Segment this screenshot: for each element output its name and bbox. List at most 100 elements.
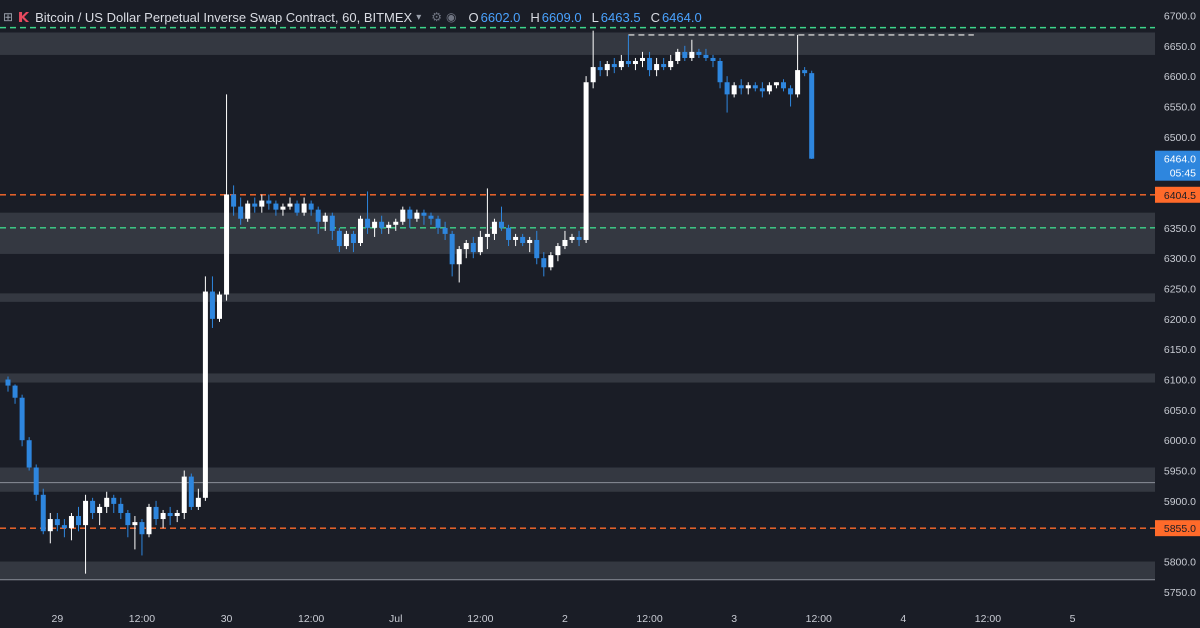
candle-body[interactable]	[604, 64, 610, 71]
candle-body[interactable]	[287, 203, 293, 207]
candle-body[interactable]	[520, 236, 526, 244]
candle-body[interactable]	[724, 82, 730, 95]
candle-body[interactable]	[245, 203, 251, 219]
candle-body[interactable]	[97, 506, 103, 513]
candle-body[interactable]	[386, 224, 392, 228]
candle-body[interactable]	[781, 82, 786, 89]
candle-body[interactable]	[625, 61, 631, 65]
candle-body[interactable]	[484, 233, 490, 237]
candle-body[interactable]	[696, 51, 702, 55]
candle-body[interactable]	[710, 57, 716, 62]
candle-body[interactable]	[407, 209, 413, 219]
candle-body[interactable]	[640, 57, 645, 62]
candle-body[interactable]	[111, 497, 117, 504]
candle-body[interactable]	[26, 440, 32, 468]
candle-body[interactable]	[202, 291, 208, 498]
candle-body[interactable]	[506, 227, 512, 240]
candle-body[interactable]	[252, 203, 258, 207]
chart-title[interactable]: Bitcoin / US Dollar Perpetual Inverse Sw…	[35, 9, 413, 25]
candle-body[interactable]	[301, 203, 307, 213]
candle-body[interactable]	[421, 212, 427, 216]
candle-body[interactable]	[54, 519, 60, 526]
support-resistance-zone[interactable]	[0, 32, 1155, 55]
support-resistance-zone[interactable]	[0, 561, 1155, 580]
candle-body[interactable]	[745, 85, 751, 89]
time-axis[interactable]	[0, 605, 1200, 628]
candle-body[interactable]	[569, 236, 575, 240]
candle-body[interactable]	[195, 497, 201, 507]
candle-body[interactable]	[336, 230, 342, 247]
candle-body[interactable]	[491, 221, 497, 234]
candle-body[interactable]	[280, 206, 286, 210]
candle-body[interactable]	[802, 70, 808, 74]
candle-body[interactable]	[534, 239, 540, 259]
candle-body[interactable]	[632, 61, 638, 65]
candle-body[interactable]	[668, 61, 674, 68]
candle-body[interactable]	[661, 64, 667, 68]
candle-body[interactable]	[231, 194, 237, 207]
candle-body[interactable]	[442, 227, 448, 234]
candle-body[interactable]	[647, 57, 653, 71]
candle-body[interactable]	[308, 203, 314, 210]
candle-body[interactable]	[470, 243, 476, 253]
candle-body[interactable]	[428, 215, 434, 219]
candle-body[interactable]	[5, 379, 11, 386]
candle-body[interactable]	[315, 209, 321, 222]
candle-body[interactable]	[188, 476, 194, 507]
candle-body[interactable]	[414, 212, 420, 219]
candle-body[interactable]	[456, 249, 462, 265]
candle-body[interactable]	[618, 61, 624, 68]
candle-body[interactable]	[266, 200, 272, 204]
candle-body[interactable]	[590, 67, 596, 83]
candle-body[interactable]	[809, 73, 815, 159]
candle-body[interactable]	[40, 494, 46, 532]
candle-body[interactable]	[350, 233, 356, 244]
candle-body[interactable]	[463, 243, 469, 250]
candle-body[interactable]	[576, 236, 582, 240]
candle-body[interactable]	[400, 209, 406, 222]
candle-body[interactable]	[393, 221, 399, 225]
candle-body[interactable]	[209, 291, 215, 319]
candle-body[interactable]	[174, 512, 180, 517]
expand-icon[interactable]: ⊞	[3, 10, 14, 24]
candle-body[interactable]	[167, 512, 173, 517]
candle-body[interactable]	[731, 85, 737, 95]
candle-body[interactable]	[675, 51, 681, 62]
candle-body[interactable]	[379, 221, 385, 228]
candle-body[interactable]	[47, 519, 53, 532]
candle-body[interactable]	[435, 218, 441, 228]
candle-body[interactable]	[68, 516, 74, 529]
candle-body[interactable]	[738, 85, 744, 89]
candle-body[interactable]	[682, 51, 688, 58]
support-resistance-zone[interactable]	[0, 467, 1155, 492]
candle-body[interactable]	[449, 233, 455, 265]
candle-body[interactable]	[766, 85, 772, 92]
candle-body[interactable]	[795, 70, 801, 95]
candle-body[interactable]	[541, 258, 547, 268]
settings-icon[interactable]: ⚙	[431, 10, 443, 24]
candle-body[interactable]	[597, 67, 603, 71]
candle-body[interactable]	[125, 512, 131, 526]
candle-body[interactable]	[259, 200, 265, 207]
candle-body[interactable]	[12, 385, 18, 398]
candle-body[interactable]	[555, 246, 561, 256]
candle-body[interactable]	[773, 82, 779, 86]
candle-body[interactable]	[322, 215, 328, 222]
candle-body[interactable]	[548, 255, 554, 268]
candle-body[interactable]	[118, 503, 124, 513]
candle-body[interactable]	[717, 61, 723, 83]
candle-body[interactable]	[477, 236, 483, 253]
candle-body[interactable]	[76, 516, 81, 526]
plot-area[interactable]	[0, 0, 1155, 605]
candle-body[interactable]	[139, 522, 145, 535]
candle-body[interactable]	[562, 239, 568, 247]
candle-body[interactable]	[238, 206, 244, 219]
candle-body[interactable]	[513, 236, 519, 240]
candle-body[interactable]	[527, 239, 533, 244]
candle-body[interactable]	[273, 203, 279, 210]
candle-body[interactable]	[365, 218, 371, 228]
candle-body[interactable]	[90, 500, 96, 513]
candle-body[interactable]	[132, 522, 138, 526]
candle-body[interactable]	[294, 203, 300, 213]
